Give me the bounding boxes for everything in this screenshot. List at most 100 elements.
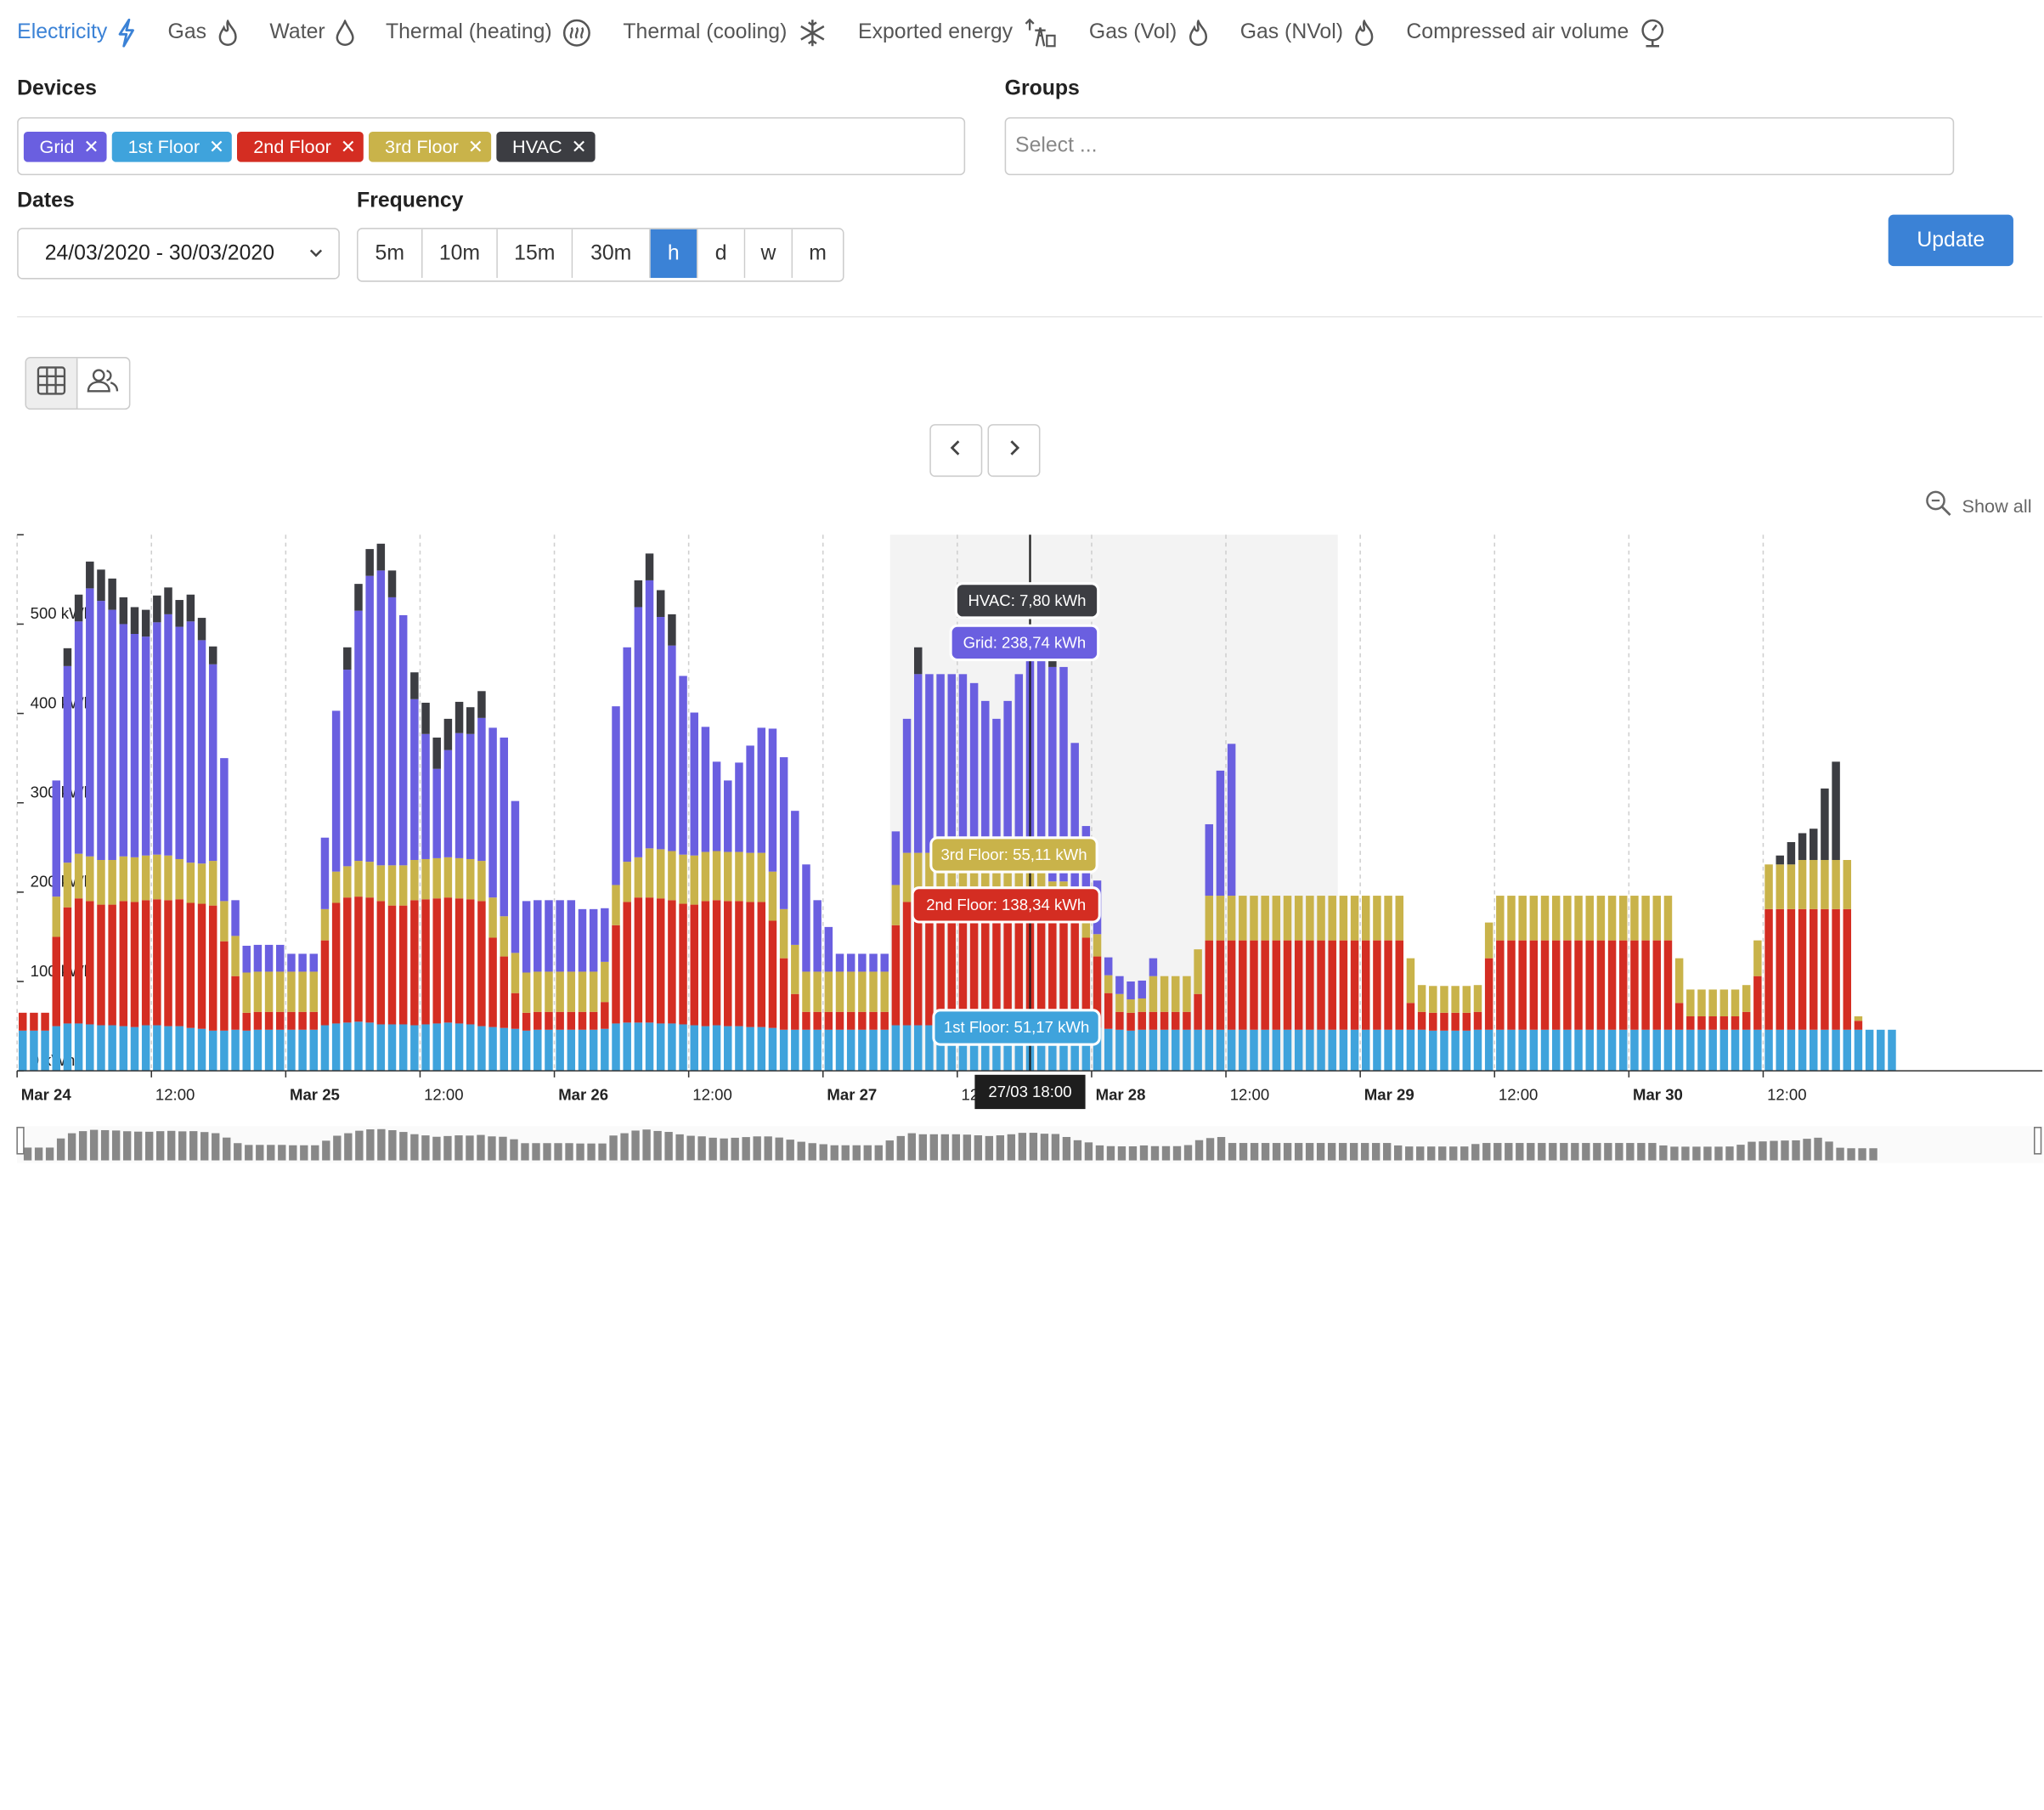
x-tick-label: 12:00 (1767, 1085, 1807, 1103)
freq-m-button[interactable]: m (793, 229, 843, 279)
tab-compressed-air-volume[interactable]: Compressed air volume (1406, 19, 1665, 48)
freq-15m-button[interactable]: 15m (497, 229, 573, 279)
bar-segment (1003, 1025, 1012, 1072)
navigator-bar (67, 1133, 76, 1161)
bar-segment (835, 1011, 844, 1030)
zoom-icon (1925, 490, 1951, 521)
navigator-bar (885, 1140, 894, 1161)
freq-d-button[interactable]: d (697, 229, 746, 279)
navigator-bar (212, 1133, 220, 1161)
x-tick-label: 12:00 (1230, 1085, 1270, 1103)
bar-segment (164, 614, 172, 856)
prev-button[interactable] (929, 424, 983, 478)
navigator-bar (1349, 1143, 1358, 1161)
bar-segment (354, 897, 363, 1022)
grid-view-button[interactable] (26, 358, 78, 409)
group-view-button[interactable] (77, 359, 127, 409)
navigator-bar (223, 1137, 231, 1161)
bar-segment (443, 718, 453, 750)
bar-segment (376, 543, 386, 571)
flame-icon (1188, 20, 1209, 46)
groups-select[interactable]: Select ... (1004, 116, 1955, 176)
bar-segment (1888, 1029, 1896, 1072)
remove-chip-icon[interactable]: ✕ (571, 134, 587, 156)
bar-segment (880, 971, 889, 1012)
bar-segment (969, 1025, 979, 1072)
bar-segment (668, 851, 676, 901)
bar-segment (1160, 1029, 1169, 1072)
navigator-bar (1360, 1143, 1369, 1161)
navigator-bar (1316, 1143, 1325, 1161)
remove-chip-icon[interactable]: ✕ (467, 134, 483, 156)
navigator-bar (1659, 1145, 1668, 1161)
bar-segment (1798, 860, 1807, 909)
navigator-bar (133, 1131, 143, 1161)
bar-segment (1149, 1011, 1158, 1030)
bar-segment (186, 902, 195, 1028)
navigator-bar (963, 1134, 972, 1161)
freq-5m-button[interactable]: 5m (358, 229, 423, 279)
navigator-bar (1781, 1140, 1789, 1161)
freq-h-button[interactable]: h (650, 229, 698, 279)
bar-segment (1205, 940, 1214, 1030)
next-button[interactable] (987, 424, 1041, 478)
tooltip-text: HVAC: 7,80 kWh (968, 591, 1086, 609)
navigator-bar (940, 1134, 950, 1161)
navigator-bar (985, 1135, 994, 1161)
bar-segment (18, 1030, 27, 1072)
devices-multiselect[interactable]: Grid ✕ 1st Floor ✕ 2nd Floor ✕ 3rd Floor… (17, 116, 966, 176)
tab-gas-nvol[interactable]: Gas (NVol) (1240, 20, 1375, 46)
bar-segment (925, 674, 934, 853)
update-button[interactable]: Update (1888, 214, 2013, 267)
bar-segment (309, 953, 319, 972)
bar-segment (891, 1025, 901, 1072)
freq-w-button[interactable]: w (745, 229, 793, 279)
bar-segment (208, 646, 217, 665)
tab-water[interactable]: Water (269, 20, 354, 46)
bar-segment (365, 897, 374, 1023)
tab-electricity[interactable]: Electricity (17, 18, 136, 48)
tab-thermal-heating[interactable]: Thermal (heating) (386, 19, 591, 48)
freq-10m-button[interactable]: 10m (422, 229, 498, 279)
x-tick-label: Mar 28 (1096, 1085, 1146, 1103)
bar-segment (175, 1026, 184, 1072)
bar-segment (1339, 1029, 1348, 1072)
bar-segment (488, 937, 497, 1027)
chip-label: HVAC (512, 135, 562, 157)
bar-segment (1104, 957, 1113, 976)
navigator-bar (234, 1143, 242, 1161)
flame-icon (1353, 20, 1375, 46)
navigator-bar (1571, 1143, 1579, 1161)
bar-segment (63, 665, 72, 863)
show-all-button[interactable]: Show all (1925, 490, 2032, 521)
freq-30m-button[interactable]: 30m (573, 229, 651, 279)
bar-segment (97, 569, 105, 602)
remove-chip-icon[interactable]: ✕ (340, 134, 356, 156)
bar-segment (1138, 1029, 1146, 1072)
bar-segment (880, 953, 889, 972)
date-range-select[interactable]: 24/03/2020 - 30/03/2020 (17, 228, 340, 280)
remove-chip-icon[interactable]: ✕ (208, 134, 225, 156)
bar-segment (1787, 1029, 1796, 1072)
cursor-label-box (974, 1074, 1086, 1110)
tab-gas[interactable]: Gas (168, 20, 239, 46)
navigator-bar (1460, 1146, 1469, 1161)
bar-segment (1183, 976, 1191, 1012)
tab-gas-vol[interactable]: Gas (Vol) (1089, 20, 1209, 46)
navigator-bar (1217, 1137, 1226, 1161)
navigator-bar (742, 1137, 750, 1161)
tab-exported-energy[interactable]: Exported energy (858, 17, 1058, 48)
bar-segment (1462, 1012, 1471, 1031)
bar-segment (242, 945, 251, 973)
bar-segment (1821, 908, 1829, 1030)
bar-segment (343, 647, 352, 670)
bar-segment (556, 971, 564, 1012)
bar-segment (1115, 1011, 1124, 1030)
remove-chip-icon[interactable]: ✕ (83, 134, 99, 156)
bar-segment (153, 899, 161, 1026)
tab-thermal-cooling[interactable]: Thermal (cooling) (623, 19, 826, 48)
bar-segment (1406, 1003, 1415, 1030)
heating-icon (562, 19, 591, 48)
navigator-bar (1482, 1143, 1491, 1161)
